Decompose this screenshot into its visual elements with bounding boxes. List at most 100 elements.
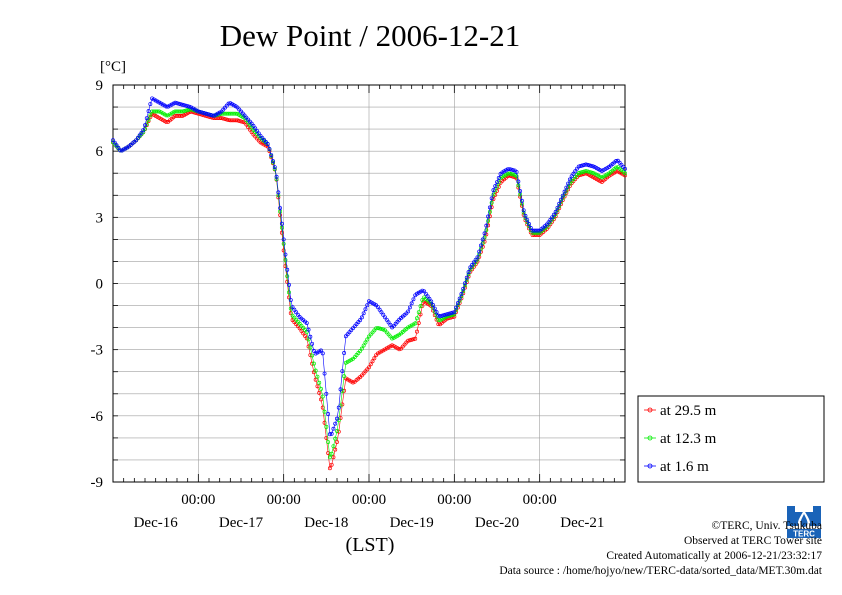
data-point xyxy=(571,171,576,176)
data-point xyxy=(327,432,332,437)
data-point xyxy=(532,228,537,233)
data-point xyxy=(569,174,574,179)
data-point xyxy=(418,304,423,309)
data-point xyxy=(278,206,283,211)
y-tick-label: 6 xyxy=(96,144,104,160)
data-point xyxy=(527,221,531,226)
data-point xyxy=(297,326,302,331)
data-point xyxy=(231,118,236,123)
data-point xyxy=(342,351,347,355)
footer-source: Data source : /home/hojyo/new/TERC-data/… xyxy=(499,565,822,577)
data-point xyxy=(173,109,178,114)
data-point xyxy=(207,112,211,117)
data-point xyxy=(377,326,382,331)
data-point xyxy=(375,305,380,310)
data-point xyxy=(374,326,379,331)
data-point xyxy=(311,348,316,353)
data-point xyxy=(477,249,482,254)
legend-label: at 12.3 m xyxy=(660,431,717,447)
data-point xyxy=(573,169,578,174)
data-point xyxy=(436,322,441,327)
data-point xyxy=(212,116,217,121)
data-point xyxy=(331,444,336,449)
data-point xyxy=(217,116,222,121)
data-point xyxy=(148,102,153,106)
data-point xyxy=(329,462,334,467)
data-point xyxy=(283,252,288,257)
x-tick-label: 00:00 xyxy=(437,492,471,508)
y-unit-label: [°C] xyxy=(100,59,126,75)
data-point xyxy=(237,118,242,123)
data-point xyxy=(516,183,521,188)
data-point xyxy=(455,301,460,306)
data-point xyxy=(623,166,627,171)
data-point xyxy=(292,307,297,312)
data-point xyxy=(331,455,336,460)
data-point xyxy=(324,391,329,396)
data-point xyxy=(176,109,181,114)
data-point xyxy=(582,163,587,167)
data-point xyxy=(471,260,476,265)
data-point xyxy=(137,133,142,138)
data-point xyxy=(281,248,286,253)
data-point xyxy=(319,397,323,402)
data-point xyxy=(379,310,384,315)
series-layer xyxy=(111,96,627,471)
data-point xyxy=(580,170,585,175)
data-point xyxy=(583,162,588,167)
data-point xyxy=(438,314,443,319)
day-label: Dec-18 xyxy=(304,515,348,531)
data-point xyxy=(486,214,491,219)
data-point xyxy=(313,377,318,382)
data-point xyxy=(511,168,515,173)
day-label: Dec-19 xyxy=(390,515,434,531)
data-point xyxy=(496,176,501,180)
data-point xyxy=(614,169,619,174)
data-point xyxy=(525,217,530,222)
data-point xyxy=(368,362,373,367)
data-point xyxy=(276,190,281,195)
data-point xyxy=(461,286,466,291)
data-point xyxy=(203,111,208,116)
legend-marker xyxy=(647,463,653,469)
data-point xyxy=(251,123,256,128)
data-point xyxy=(336,405,341,410)
data-point xyxy=(463,281,467,286)
data-point xyxy=(523,213,528,218)
legend-label: at 1.6 m xyxy=(660,459,709,475)
data-point xyxy=(333,421,338,426)
data-point xyxy=(505,171,510,176)
data-point xyxy=(112,140,117,145)
data-point xyxy=(420,288,425,293)
data-point xyxy=(359,346,364,351)
data-point xyxy=(546,220,551,225)
data-point xyxy=(178,102,183,107)
data-point xyxy=(274,174,279,179)
data-point xyxy=(388,322,393,327)
data-point xyxy=(361,311,366,316)
data-point xyxy=(406,338,411,343)
data-point xyxy=(415,316,419,321)
data-point xyxy=(199,110,204,115)
data-point xyxy=(514,169,519,174)
data-point xyxy=(578,170,583,175)
data-point xyxy=(381,312,386,317)
data-point xyxy=(468,265,473,270)
data-point xyxy=(489,196,494,201)
x-tick-label: 00:00 xyxy=(523,492,557,508)
data-point xyxy=(221,116,226,121)
data-point xyxy=(390,336,395,341)
data-point xyxy=(233,118,238,123)
data-point xyxy=(288,298,293,302)
data-point xyxy=(548,217,553,222)
data-point xyxy=(583,169,588,174)
footer-observed: Observed at TERC Tower site xyxy=(683,535,822,547)
data-point xyxy=(416,321,421,325)
data-point xyxy=(327,466,332,471)
data-point xyxy=(598,179,603,184)
data-point xyxy=(559,197,563,202)
data-point xyxy=(487,205,492,210)
data-point xyxy=(290,305,295,310)
data-point xyxy=(224,117,229,122)
day-label: Dec-21 xyxy=(560,515,604,531)
